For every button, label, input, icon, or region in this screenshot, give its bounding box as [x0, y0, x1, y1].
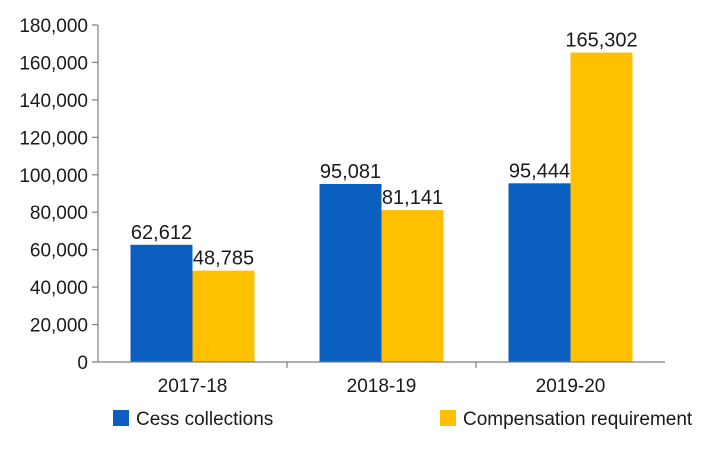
- y-tick-label: 40,000: [30, 278, 88, 299]
- y-tick-label: 60,000: [30, 241, 88, 262]
- y-tick-label: 180,000: [19, 16, 88, 37]
- data-label: 165,302: [565, 30, 637, 52]
- legend-label-compensation-requirement: Compensation requirement: [463, 409, 693, 430]
- data-label: 81,141: [382, 187, 443, 209]
- y-tick-label: 80,000: [30, 203, 88, 224]
- y-axis: 0 20,000 40,000 60,000 80,000 100,000 120,000 1…: [19, 16, 99, 374]
- x-category-label: 2019-20: [536, 376, 606, 397]
- x-category-label: 2018-19: [347, 376, 417, 397]
- y-tick-label: 20,000: [30, 316, 88, 337]
- x-axis: 2017-18 2018-19 2019-20: [98, 361, 665, 397]
- legend: Cess collections Compensation requiremen…: [113, 409, 693, 430]
- bar-cess-collections-2018-19: [319, 183, 382, 362]
- data-label: 95,081: [320, 161, 381, 183]
- y-tick-label: 120,000: [19, 128, 88, 149]
- bars: [130, 52, 633, 363]
- y-tick-label: 0: [77, 353, 88, 374]
- data-label: 62,612: [131, 222, 192, 244]
- data-label: 48,785: [193, 248, 254, 270]
- legend-swatch-cess-collections: [113, 410, 129, 426]
- legend-label-cess-collections: Cess collections: [136, 409, 273, 430]
- bar-compensation-requirement-2018-19: [381, 210, 444, 362]
- y-tick-label: 160,000: [19, 53, 88, 74]
- bar-compensation-requirement-2017-18: [192, 270, 255, 362]
- y-tick-label: 140,000: [19, 91, 88, 112]
- bar-cess-collections-2017-18: [130, 244, 193, 362]
- bar-cess-collections-2019-20: [508, 183, 571, 362]
- x-category-label: 2017-18: [158, 376, 228, 397]
- data-label: 95,444: [509, 160, 570, 182]
- y-tick-label: 100,000: [19, 166, 88, 187]
- legend-swatch-compensation-requirement: [440, 410, 456, 426]
- bar-compensation-requirement-2019-20: [570, 52, 633, 363]
